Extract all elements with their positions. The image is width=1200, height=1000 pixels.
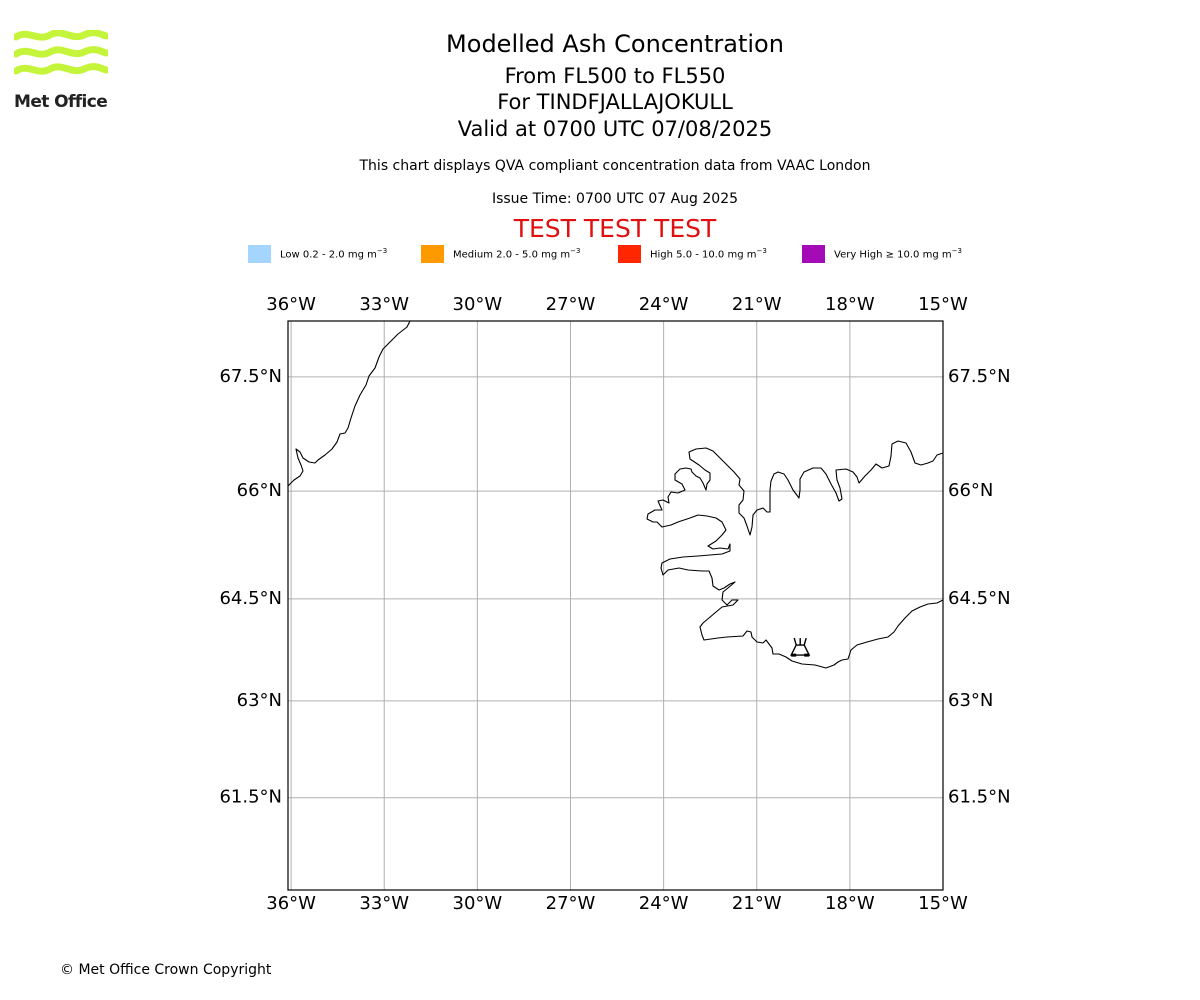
copyright-notice: © Met Office Crown Copyright <box>60 962 272 978</box>
volcano-icon <box>790 637 811 657</box>
lon-tick-label-top: 36°W <box>266 294 316 315</box>
legend-unit-exponent: −3 <box>951 247 962 256</box>
lon-tick-label-bottom: 21°W <box>732 893 782 914</box>
lat-tick-label-right: 67.5°N <box>948 366 1011 387</box>
lon-tick-label-bottom: 24°W <box>639 893 689 914</box>
met-office-wave-icon <box>12 29 110 75</box>
lon-tick-label-bottom: 33°W <box>359 893 409 914</box>
map-grid <box>288 321 944 890</box>
coastlines <box>287 320 944 669</box>
lat-tick-label-right: 61.5°N <box>948 787 1011 808</box>
lon-tick-label-top: 15°W <box>918 294 968 315</box>
legend-label-medium: Medium 2.0 - 5.0 mg m <box>453 249 571 261</box>
legend-label-very-high: Very High ≥ 10.0 mg m <box>834 249 952 261</box>
issue-time: Issue Time: 0700 UTC 07 Aug 2025 <box>491 191 739 207</box>
legend-unit-exponent: −3 <box>570 247 581 256</box>
chart-title: Modelled Ash Concentration <box>446 30 784 58</box>
lon-tick-label-top: 33°W <box>359 294 409 315</box>
flight-level-range: From FL500 to FL550 <box>504 64 726 88</box>
lon-tick-label-bottom: 15°W <box>918 893 968 914</box>
lon-tick-label-top: 21°W <box>732 294 782 315</box>
lat-tick-label-right: 63°N <box>948 690 993 711</box>
lon-tick-label-bottom: 18°W <box>825 893 875 914</box>
lon-tick-label-bottom: 30°W <box>453 893 503 914</box>
lon-tick-label-top: 24°W <box>639 294 689 315</box>
lon-tick-label-bottom: 36°W <box>266 893 316 914</box>
legend-item-very-high: Very High ≥ 10.0 mg m−3 <box>802 244 962 264</box>
met-office-logo: Met Office <box>12 29 110 112</box>
lat-tick-label-left: 63°N <box>237 690 282 711</box>
legend-unit-exponent: −3 <box>756 247 767 256</box>
lon-tick-label-top: 27°W <box>546 294 596 315</box>
volcano-name: For TINDFJALLAJOKULL <box>497 90 733 114</box>
legend-label-high: High 5.0 - 10.0 mg m <box>650 249 757 261</box>
lon-tick-label-top: 30°W <box>453 294 503 315</box>
legend-swatch-low <box>248 245 271 263</box>
test-banner: TEST TEST TEST <box>513 214 717 243</box>
map-frame <box>287 320 944 891</box>
legend-unit-exponent: −3 <box>376 247 388 256</box>
lat-tick-label-left: 61.5°N <box>219 787 282 808</box>
legend-item-medium: Medium 2.0 - 5.0 mg m−3 <box>421 244 580 264</box>
met-office-logo-text: Met Office <box>14 92 108 112</box>
iceland-coastline <box>646 440 944 669</box>
lon-tick-label-top: 18°W <box>825 294 875 315</box>
valid-time: Valid at 0700 UTC 07/08/2025 <box>457 117 773 141</box>
lat-tick-label-left: 67.5°N <box>219 366 282 387</box>
compliance-note: This chart displays QVA compliant concen… <box>359 158 871 174</box>
greenland-coastline <box>287 320 411 487</box>
lon-tick-label-bottom: 27°W <box>546 893 596 914</box>
legend-label-low: Low 0.2 - 2.0 mg m <box>280 249 377 261</box>
lat-tick-label-right: 64.5°N <box>948 588 1011 609</box>
legend-item-low: Low 0.2 - 2.0 mg m−3 <box>248 244 387 264</box>
lat-tick-label-left: 66°N <box>237 480 282 501</box>
lat-tick-label-left: 64.5°N <box>219 588 282 609</box>
lat-tick-label-right: 66°N <box>948 480 993 501</box>
legend-item-high: High 5.0 - 10.0 mg m−3 <box>618 244 767 264</box>
legend-swatch-high <box>618 245 641 263</box>
legend-swatch-medium <box>421 245 444 263</box>
legend-swatch-very-high <box>802 245 825 263</box>
